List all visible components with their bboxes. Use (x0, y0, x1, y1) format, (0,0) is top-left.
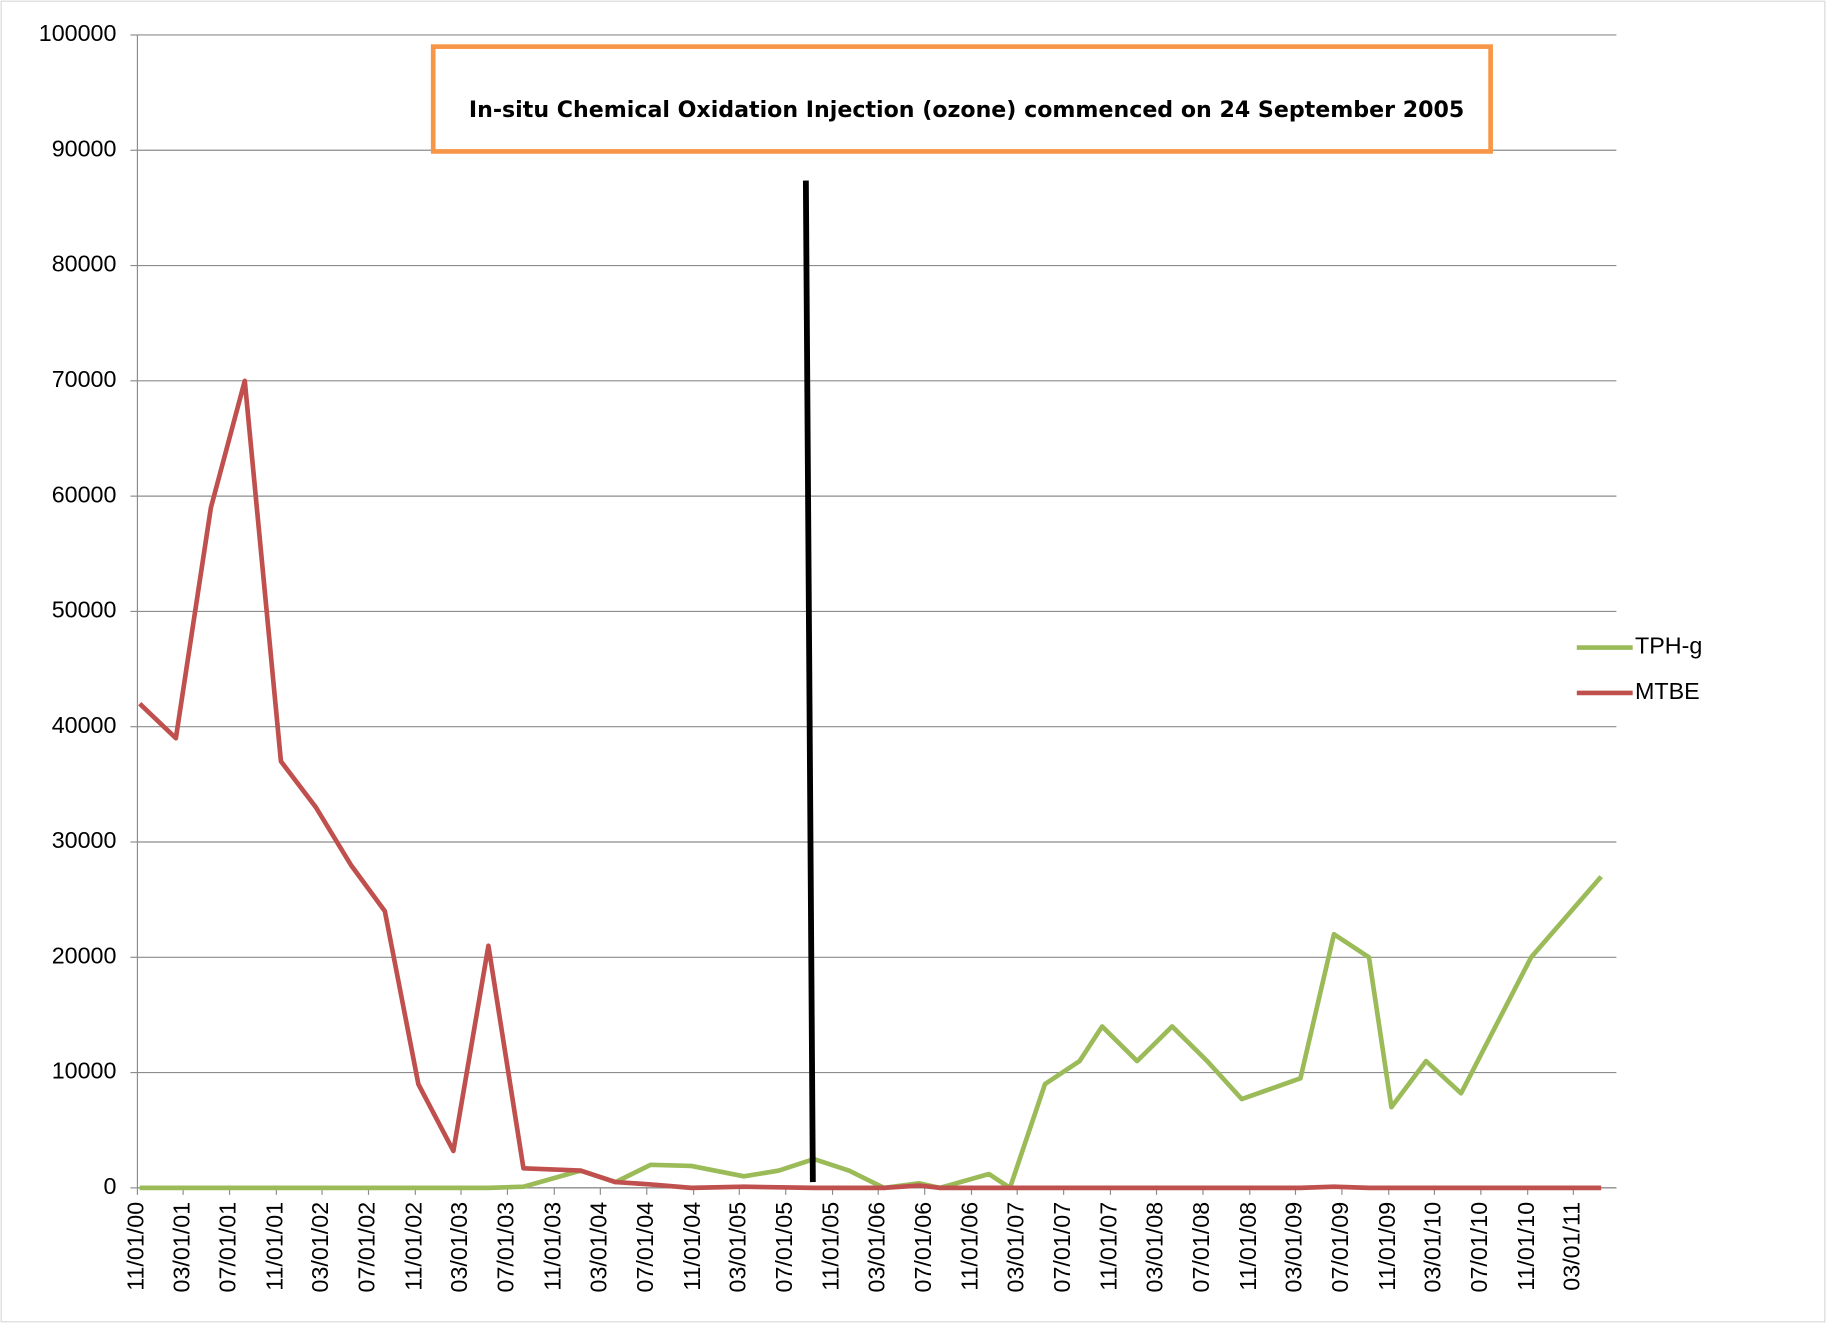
x-tick-label: 11/01/01 (262, 1202, 288, 1291)
x-tick-label: 07/01/03 (493, 1202, 519, 1293)
y-tick-label: 70000 (52, 366, 117, 392)
y-tick-label: 60000 (52, 481, 117, 507)
x-tick-label: 07/01/08 (1188, 1202, 1214, 1293)
x-tick-label: 03/01/03 (446, 1202, 472, 1293)
event-marker (802, 180, 816, 1183)
x-tick-label: 07/01/05 (771, 1202, 797, 1293)
x-tick-label: 03/01/06 (863, 1202, 889, 1293)
x-tick-label: 07/01/07 (1049, 1202, 1075, 1293)
series-line (139, 875, 1603, 1191)
x-tick-label: 11/01/09 (1374, 1202, 1400, 1291)
x-tick-label: 07/01/04 (632, 1202, 658, 1293)
annotation-box (430, 44, 1493, 154)
x-tick-label: 11/01/10 (1513, 1202, 1539, 1291)
x-tick-label: 03/01/02 (307, 1202, 333, 1293)
x-tick-label: 03/01/07 (1002, 1202, 1028, 1293)
legend-label: MTBE (1635, 678, 1700, 704)
x-tick-label: 03/01/05 (724, 1202, 750, 1293)
x-tick-label: 07/01/01 (215, 1202, 241, 1293)
x-tick-label: 03/01/08 (1142, 1202, 1168, 1293)
x-tick-label: 11/01/08 (1235, 1202, 1261, 1291)
y-tick-label: 40000 (52, 712, 117, 738)
x-tick-label: 07/01/06 (910, 1202, 936, 1293)
x-tick-label: 03/01/09 (1281, 1202, 1307, 1293)
annotation: In-situ Chemical Oxidation Injection (oz… (469, 97, 1464, 123)
x-tick-label: 07/01/02 (354, 1202, 380, 1293)
y-tick-label: 80000 (52, 251, 117, 277)
x-tick-label: 07/01/09 (1327, 1202, 1353, 1293)
x-tick-label: 11/01/04 (679, 1202, 705, 1291)
y-tick-label: 30000 (52, 827, 117, 853)
x-tick-label: 11/01/05 (818, 1202, 844, 1291)
x-tick-label: 07/01/10 (1466, 1202, 1492, 1293)
y-tick-label: 100000 (39, 20, 117, 46)
x-tick-label: 11/01/03 (539, 1202, 565, 1291)
x-tick-label: 03/01/10 (1420, 1202, 1446, 1293)
y-tick-label: 90000 (52, 135, 117, 161)
series-line (138, 378, 1602, 1191)
x-tick-label: 11/01/00 (123, 1202, 149, 1291)
x-tick-label: 03/01/01 (168, 1202, 194, 1293)
y-tick-label: 50000 (52, 597, 117, 623)
x-tick-label: 11/01/02 (400, 1202, 426, 1291)
y-tick-label: 20000 (52, 942, 117, 968)
x-tick-label: 03/01/11 (1559, 1202, 1585, 1291)
legend-label: TPH-g (1635, 633, 1702, 659)
y-tick-label: 10000 (52, 1058, 117, 1084)
x-tick-label: 11/01/07 (1096, 1202, 1122, 1291)
y-tick-label: 0 (104, 1173, 117, 1199)
x-tick-label: 03/01/04 (585, 1202, 611, 1293)
x-tick-label: 11/01/06 (957, 1202, 983, 1291)
